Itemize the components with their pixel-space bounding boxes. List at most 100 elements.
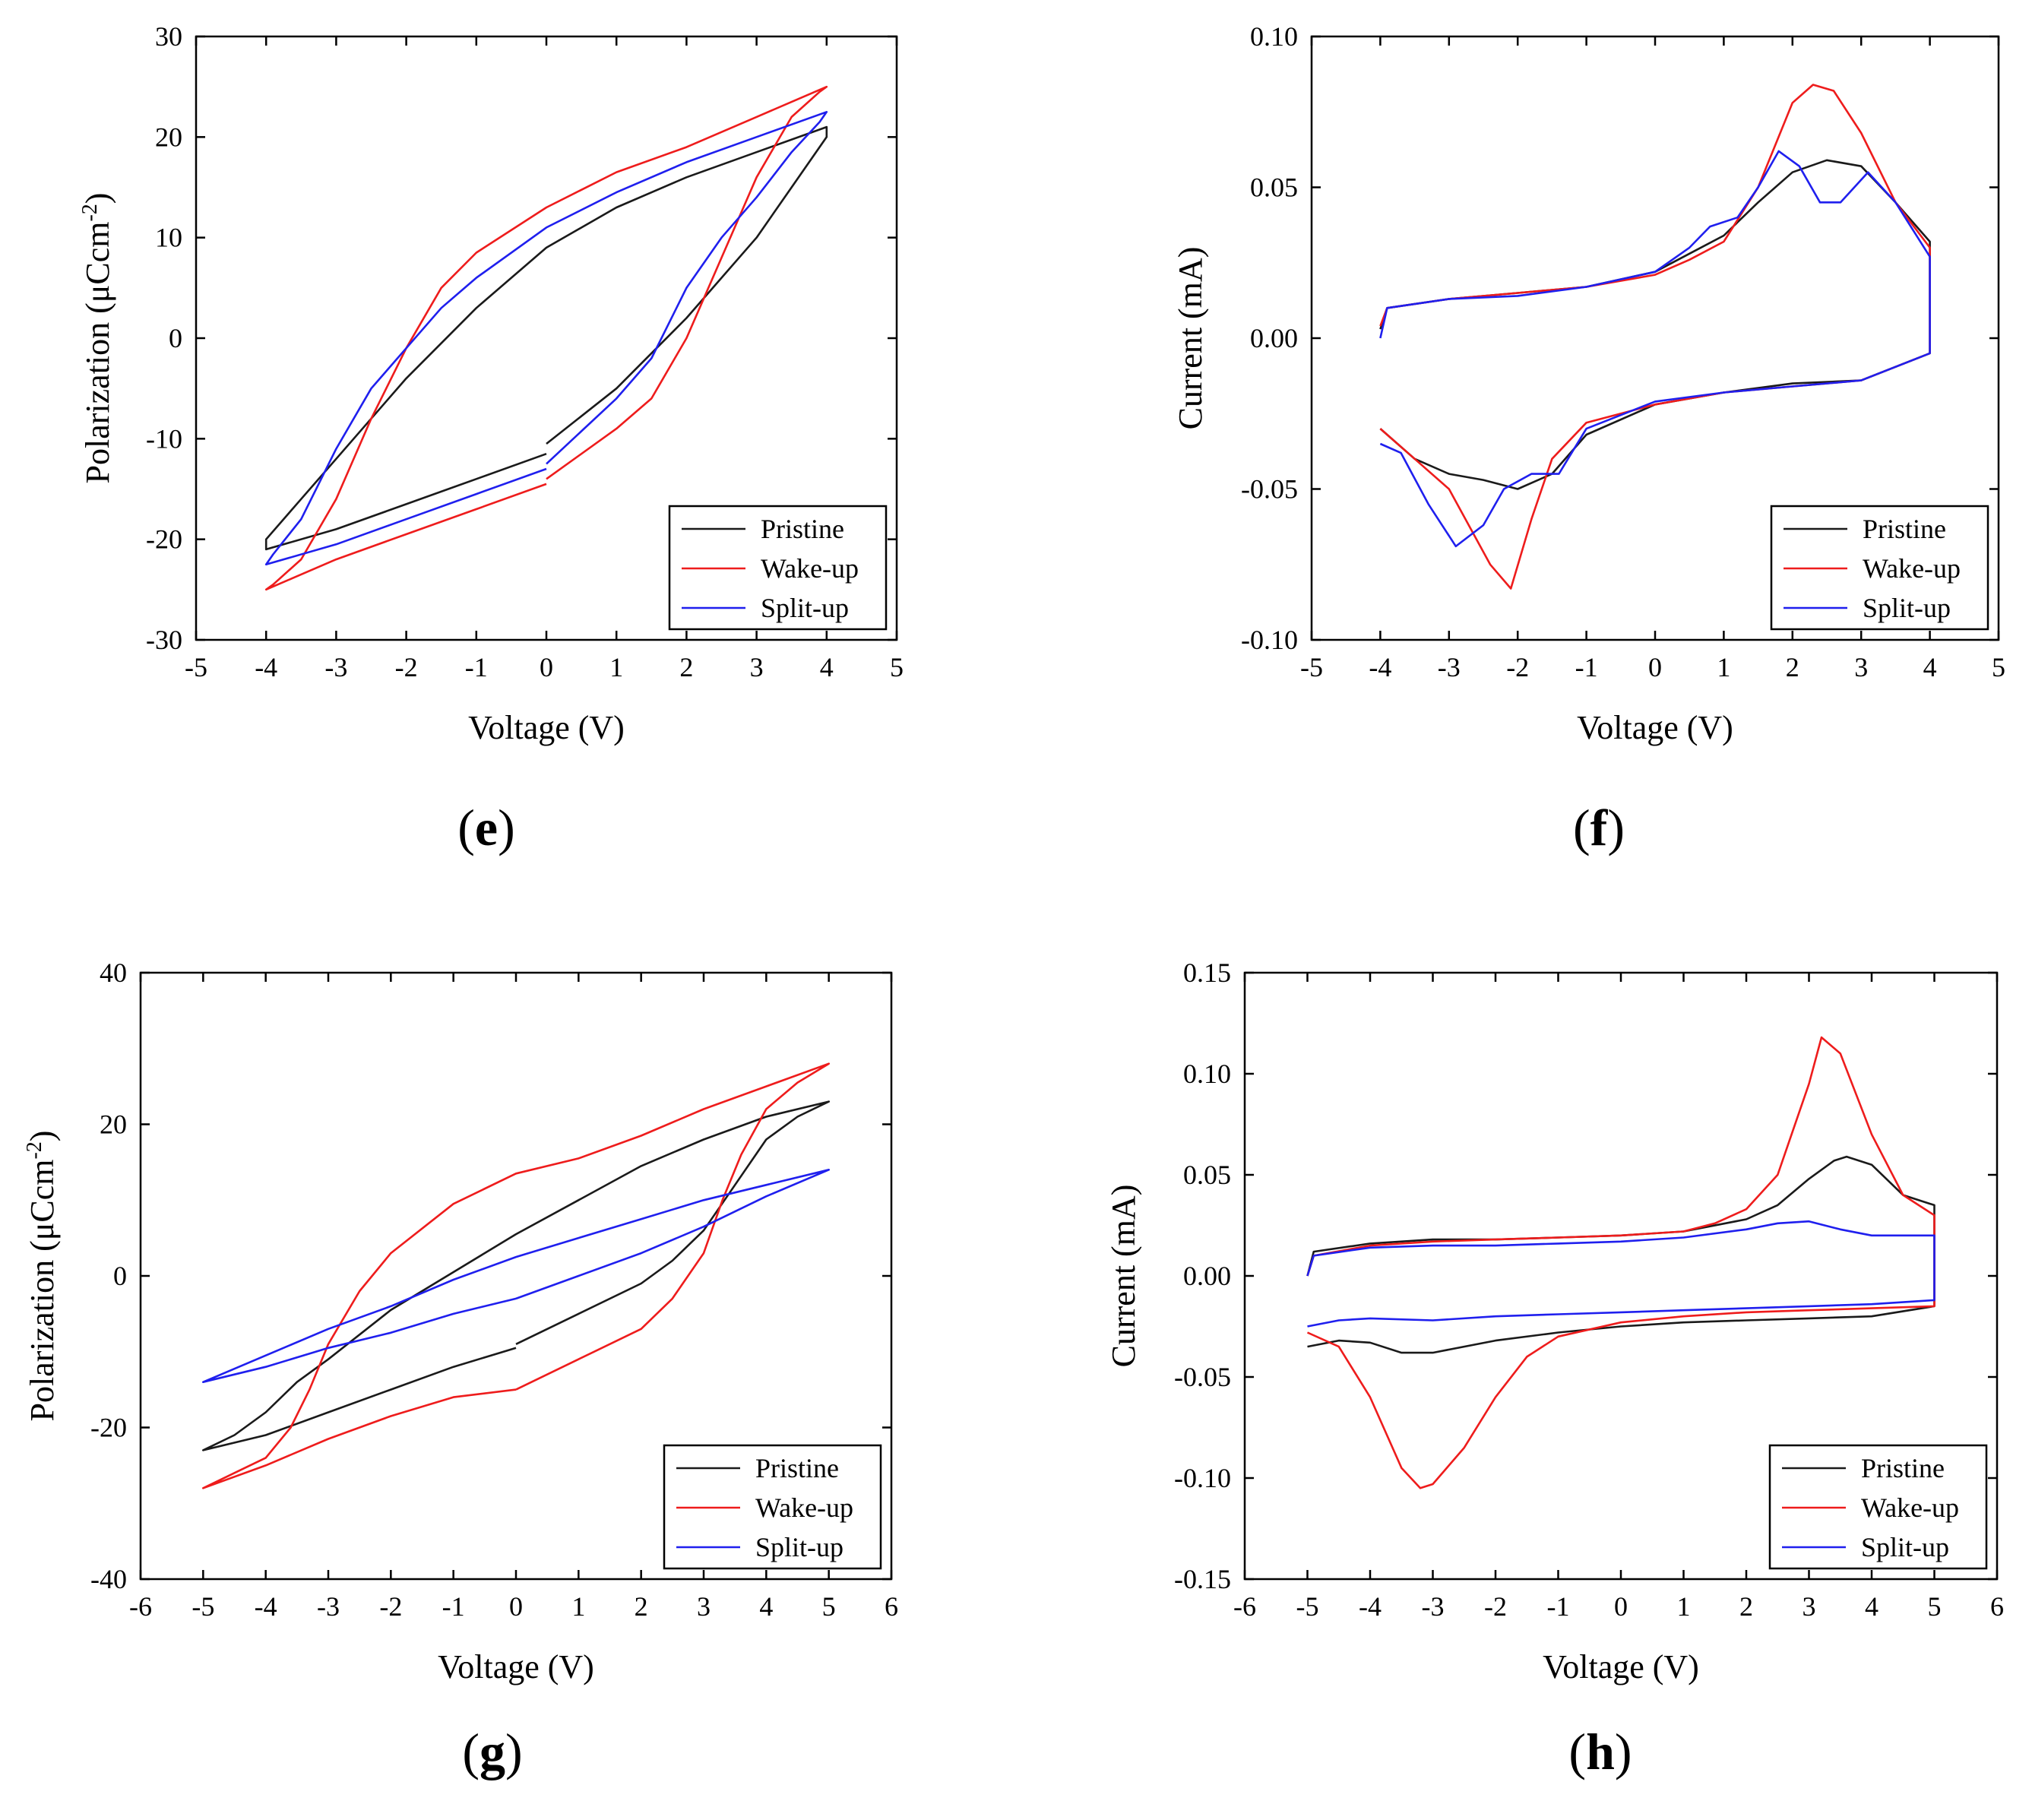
- chart-g-xtick-label: -2: [379, 1591, 402, 1622]
- chart-e-ytick-label: 30: [155, 21, 182, 52]
- chart-e-ylabel-sup: -2: [78, 204, 102, 221]
- chart-g-xtick-label: 5: [822, 1591, 836, 1622]
- chart-h-ylabel-main: Current (mA): [1105, 1185, 1142, 1368]
- chart-h-ytick-label: -0.05: [1174, 1362, 1231, 1392]
- chart-h-xtick-label: -1: [1547, 1591, 1570, 1622]
- chart-e-ytick-label: -10: [146, 423, 182, 454]
- chart-e-legend-label-wake-up: Wake-up: [761, 553, 859, 584]
- chart-f-xtick-label: -4: [1369, 652, 1391, 682]
- chart-g-series-split-up: [201, 1169, 830, 1383]
- chart-e-ylabel: Polarization (μCcm-2): [78, 193, 116, 484]
- chart-g-series-pristine: [201, 1100, 830, 1451]
- chart-e-xtick-label: 2: [679, 652, 693, 682]
- chart-g-series-wake-up: [201, 1062, 830, 1489]
- chart-e: -5 -4 -3 -2 -1 0 1 2 3 4 5-30-20-100102030Voltage …: [78, 21, 904, 746]
- chart-f-ytick-label: -0.10: [1241, 625, 1298, 655]
- chart-f-ytick-label: -0.05: [1241, 474, 1298, 505]
- chart-e-series-wake-up: [264, 85, 828, 591]
- chart-f-xtick-label: 4: [1923, 652, 1937, 682]
- panel-letter-h: h: [1586, 1723, 1615, 1780]
- chart-e-series-split-up: [264, 111, 828, 566]
- chart-f: -5 -4 -3 -2 -1 0 1 2 3 4 5 -0.10 -0.05 0.00 0.05 0.10 Vo…: [1172, 21, 2005, 746]
- chart-e-xtick-label: -2: [395, 652, 418, 682]
- chart-g-xtick-label: 2: [635, 1591, 648, 1622]
- chart-h-xtick-label: 2: [1739, 1591, 1753, 1622]
- chart-g-xtick-label: -5: [191, 1591, 214, 1622]
- chart-f-ylabel-main: Current (mA): [1172, 247, 1209, 430]
- chart-f-xtick-label: 3: [1854, 652, 1868, 682]
- chart-g-xtick-label: 0: [509, 1591, 523, 1622]
- chart-h-xtick-label: 5: [1928, 1591, 1942, 1622]
- chart-h-legend-label-split-up: Split-up: [1861, 1532, 1949, 1562]
- chart-g-xtick-label: 3: [697, 1591, 711, 1622]
- panel-letter-f: f: [1590, 799, 1609, 856]
- chart-g-xtick-label: -4: [255, 1591, 277, 1622]
- chart-f-series-pristine: [1379, 159, 1931, 490]
- chart-g-xtick-label: 1: [571, 1591, 585, 1622]
- chart-e-legend-label-pristine: Pristine: [761, 514, 844, 544]
- chart-e-xtick-label: 0: [540, 652, 553, 682]
- chart-g-ylabel-close: ): [24, 1131, 61, 1142]
- chart-g-ylabel-main: Polarization (μCcm: [24, 1160, 61, 1422]
- panel-label-f: (f): [1573, 799, 1625, 856]
- chart-e-xlabel: Voltage (V): [468, 709, 625, 746]
- chart-g-ytick-label: -20: [90, 1413, 127, 1443]
- chart-g-xtick-label: -1: [442, 1591, 465, 1622]
- chart-h-ytick-label: 0.05: [1183, 1160, 1231, 1190]
- chart-e-ytick-label: 10: [155, 223, 182, 253]
- chart-h-xtick-label: -5: [1296, 1591, 1319, 1622]
- chart-e-xtick-label: 1: [609, 652, 623, 682]
- chart-f-ylabel: Current (mA): [1172, 247, 1209, 430]
- chart-h-xtick-label: -6: [1233, 1591, 1256, 1622]
- chart-h-xlabel: Voltage (V): [1543, 1648, 1699, 1685]
- chart-e-xtick-label: -1: [465, 652, 488, 682]
- chart-e-ytick-label: 20: [155, 122, 182, 152]
- chart-e-ytick-label: 0: [169, 323, 182, 353]
- panel-label-g: (g): [462, 1723, 522, 1780]
- panel-letter-g: g: [480, 1723, 505, 1780]
- chart-g-ytick-label: -40: [90, 1564, 127, 1594]
- chart-h-ytick-label: -0.10: [1174, 1463, 1231, 1493]
- chart-g-xtick-label: 4: [759, 1591, 773, 1622]
- chart-g-ytick-label: 40: [100, 957, 127, 988]
- chart-g-legend-label-split-up: Split-up: [755, 1532, 844, 1562]
- chart-e-ylabel-main: Polarization (μCcm: [79, 222, 116, 484]
- chart-g-xtick-label: -3: [317, 1591, 340, 1622]
- chart-e-legend-label-split-up: Split-up: [761, 593, 849, 623]
- chart-f-legend-label-split-up: Split-up: [1863, 593, 1951, 623]
- chart-g-ylabel-sup: -2: [23, 1141, 46, 1159]
- chart-g-ylabel: Polarization (μCcm-2): [23, 1131, 61, 1422]
- chart-h: -6 -5 -4 -3 -2 -1 0 1 2 3 4 5 6 -0.15 -0.10 -0.05 0.00 0.…: [1105, 957, 2004, 1685]
- chart-e-xtick-label: 5: [890, 652, 904, 682]
- chart-f-xtick-label: 1: [1717, 652, 1730, 682]
- chart-h-series-wake-up: [1306, 1036, 1935, 1489]
- chart-g-xtick-label: -6: [129, 1591, 152, 1622]
- chart-h-xtick-label: -3: [1422, 1591, 1445, 1622]
- chart-g-legend-label-pristine: Pristine: [755, 1453, 839, 1483]
- chart-h-ytick-label: 0.10: [1183, 1059, 1231, 1089]
- chart-h-xtick-label: -4: [1359, 1591, 1382, 1622]
- chart-g-xlabel: Voltage (V): [438, 1648, 594, 1685]
- chart-f-ytick-label: 0.10: [1250, 21, 1298, 52]
- chart-h-legend-label-wake-up: Wake-up: [1861, 1492, 1959, 1523]
- chart-e-series-pristine: [264, 125, 828, 551]
- chart-h-series-split-up: [1306, 1220, 1935, 1328]
- chart-f-legend-label-wake-up: Wake-up: [1863, 553, 1961, 584]
- chart-e-ytick-label: -30: [146, 625, 182, 655]
- panel-label-h: (h): [1568, 1723, 1632, 1780]
- chart-f-xtick-label: -2: [1506, 652, 1529, 682]
- chart-h-xtick-label: 1: [1677, 1591, 1691, 1622]
- chart-g-ytick-label: 20: [100, 1109, 127, 1140]
- chart-e-xtick-label: -3: [324, 652, 347, 682]
- chart-h-ytick-label: 0.15: [1183, 957, 1231, 988]
- chart-f-xtick-label: 2: [1786, 652, 1799, 682]
- chart-f-xtick-label: -5: [1300, 652, 1323, 682]
- chart-g-ytick-label: 0: [113, 1261, 127, 1291]
- chart-f-xtick-label: -1: [1575, 652, 1598, 682]
- chart-e-xtick-label: 4: [820, 652, 834, 682]
- panel-label-e: (e): [457, 799, 515, 856]
- chart-h-ylabel: Current (mA): [1105, 1185, 1142, 1368]
- chart-f-series-split-up: [1379, 150, 1931, 548]
- chart-h-xtick-label: 3: [1803, 1591, 1816, 1622]
